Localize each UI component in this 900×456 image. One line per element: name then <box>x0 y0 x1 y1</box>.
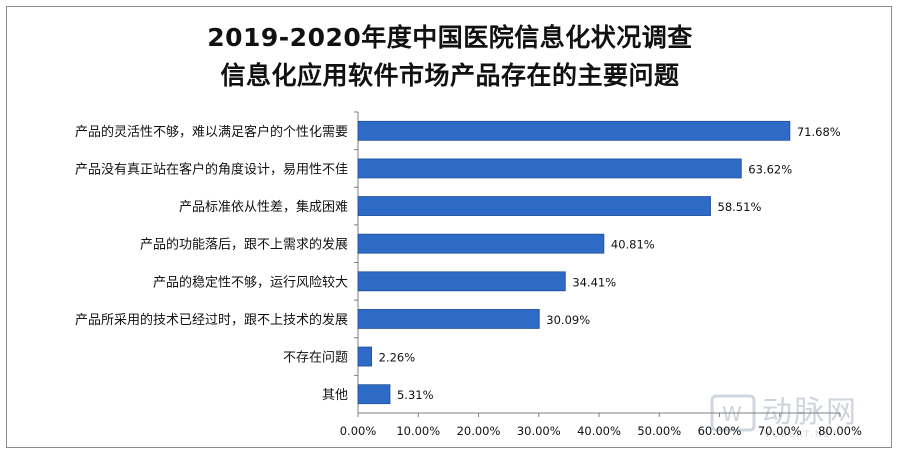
x-tick-label: 70.00% <box>758 424 802 438</box>
category-label: 产品所采用的技术已经过时，跟不上技术的发展 <box>75 312 348 328</box>
x-tick-label: 60.00% <box>698 424 742 438</box>
x-tick-label: 40.00% <box>577 424 621 438</box>
bar <box>357 271 566 292</box>
category-label: 产品标准依从性差，集成困难 <box>179 199 348 215</box>
bar <box>357 309 540 329</box>
category-label: 产品的灵活性不够，难以满足客户的个性化需要 <box>75 124 348 140</box>
x-tick-label: 30.00% <box>517 424 561 438</box>
category-label: 不存在问题 <box>283 351 348 366</box>
bar <box>357 158 742 179</box>
bar <box>357 346 373 367</box>
x-tick-label: 10.00% <box>396 424 440 438</box>
data-label: 63.62% <box>748 162 792 176</box>
data-label: 2.26% <box>379 351 416 365</box>
chart-title-line-1: 2019-2020年度中国医院信息化状况调查 <box>207 23 693 52</box>
chart-frame <box>6 6 892 448</box>
chart-title-line-2: 信息化应用软件市场产品存在的主要问题 <box>220 61 680 90</box>
data-label: 5.31% <box>397 388 434 402</box>
bar <box>357 233 605 254</box>
bar <box>357 196 711 216</box>
data-label: 34.41% <box>572 275 616 289</box>
data-label: 71.68% <box>797 125 841 139</box>
watermark-subtext: VCBEAT.NET <box>764 430 839 440</box>
x-tick-label: 80.00% <box>818 424 862 438</box>
data-label: 58.51% <box>718 200 762 214</box>
x-tick-label: 20.00% <box>457 424 501 438</box>
category-label: 其他 <box>322 388 348 403</box>
bar <box>357 120 791 141</box>
category-label: 产品的功能落后，跟不上需求的发展 <box>140 237 348 253</box>
x-tick-label: 0.00% <box>340 424 377 438</box>
category-label: 产品的稳定性不够，运行风险较大 <box>153 274 348 290</box>
data-label: 30.09% <box>546 313 590 327</box>
bar <box>357 384 391 405</box>
category-label: 产品没有真正站在客户的角度设计，易用性不佳 <box>75 161 348 177</box>
svg-text:W: W <box>722 402 742 426</box>
data-label: 40.81% <box>611 238 655 252</box>
x-tick-label: 50.00% <box>637 424 681 438</box>
